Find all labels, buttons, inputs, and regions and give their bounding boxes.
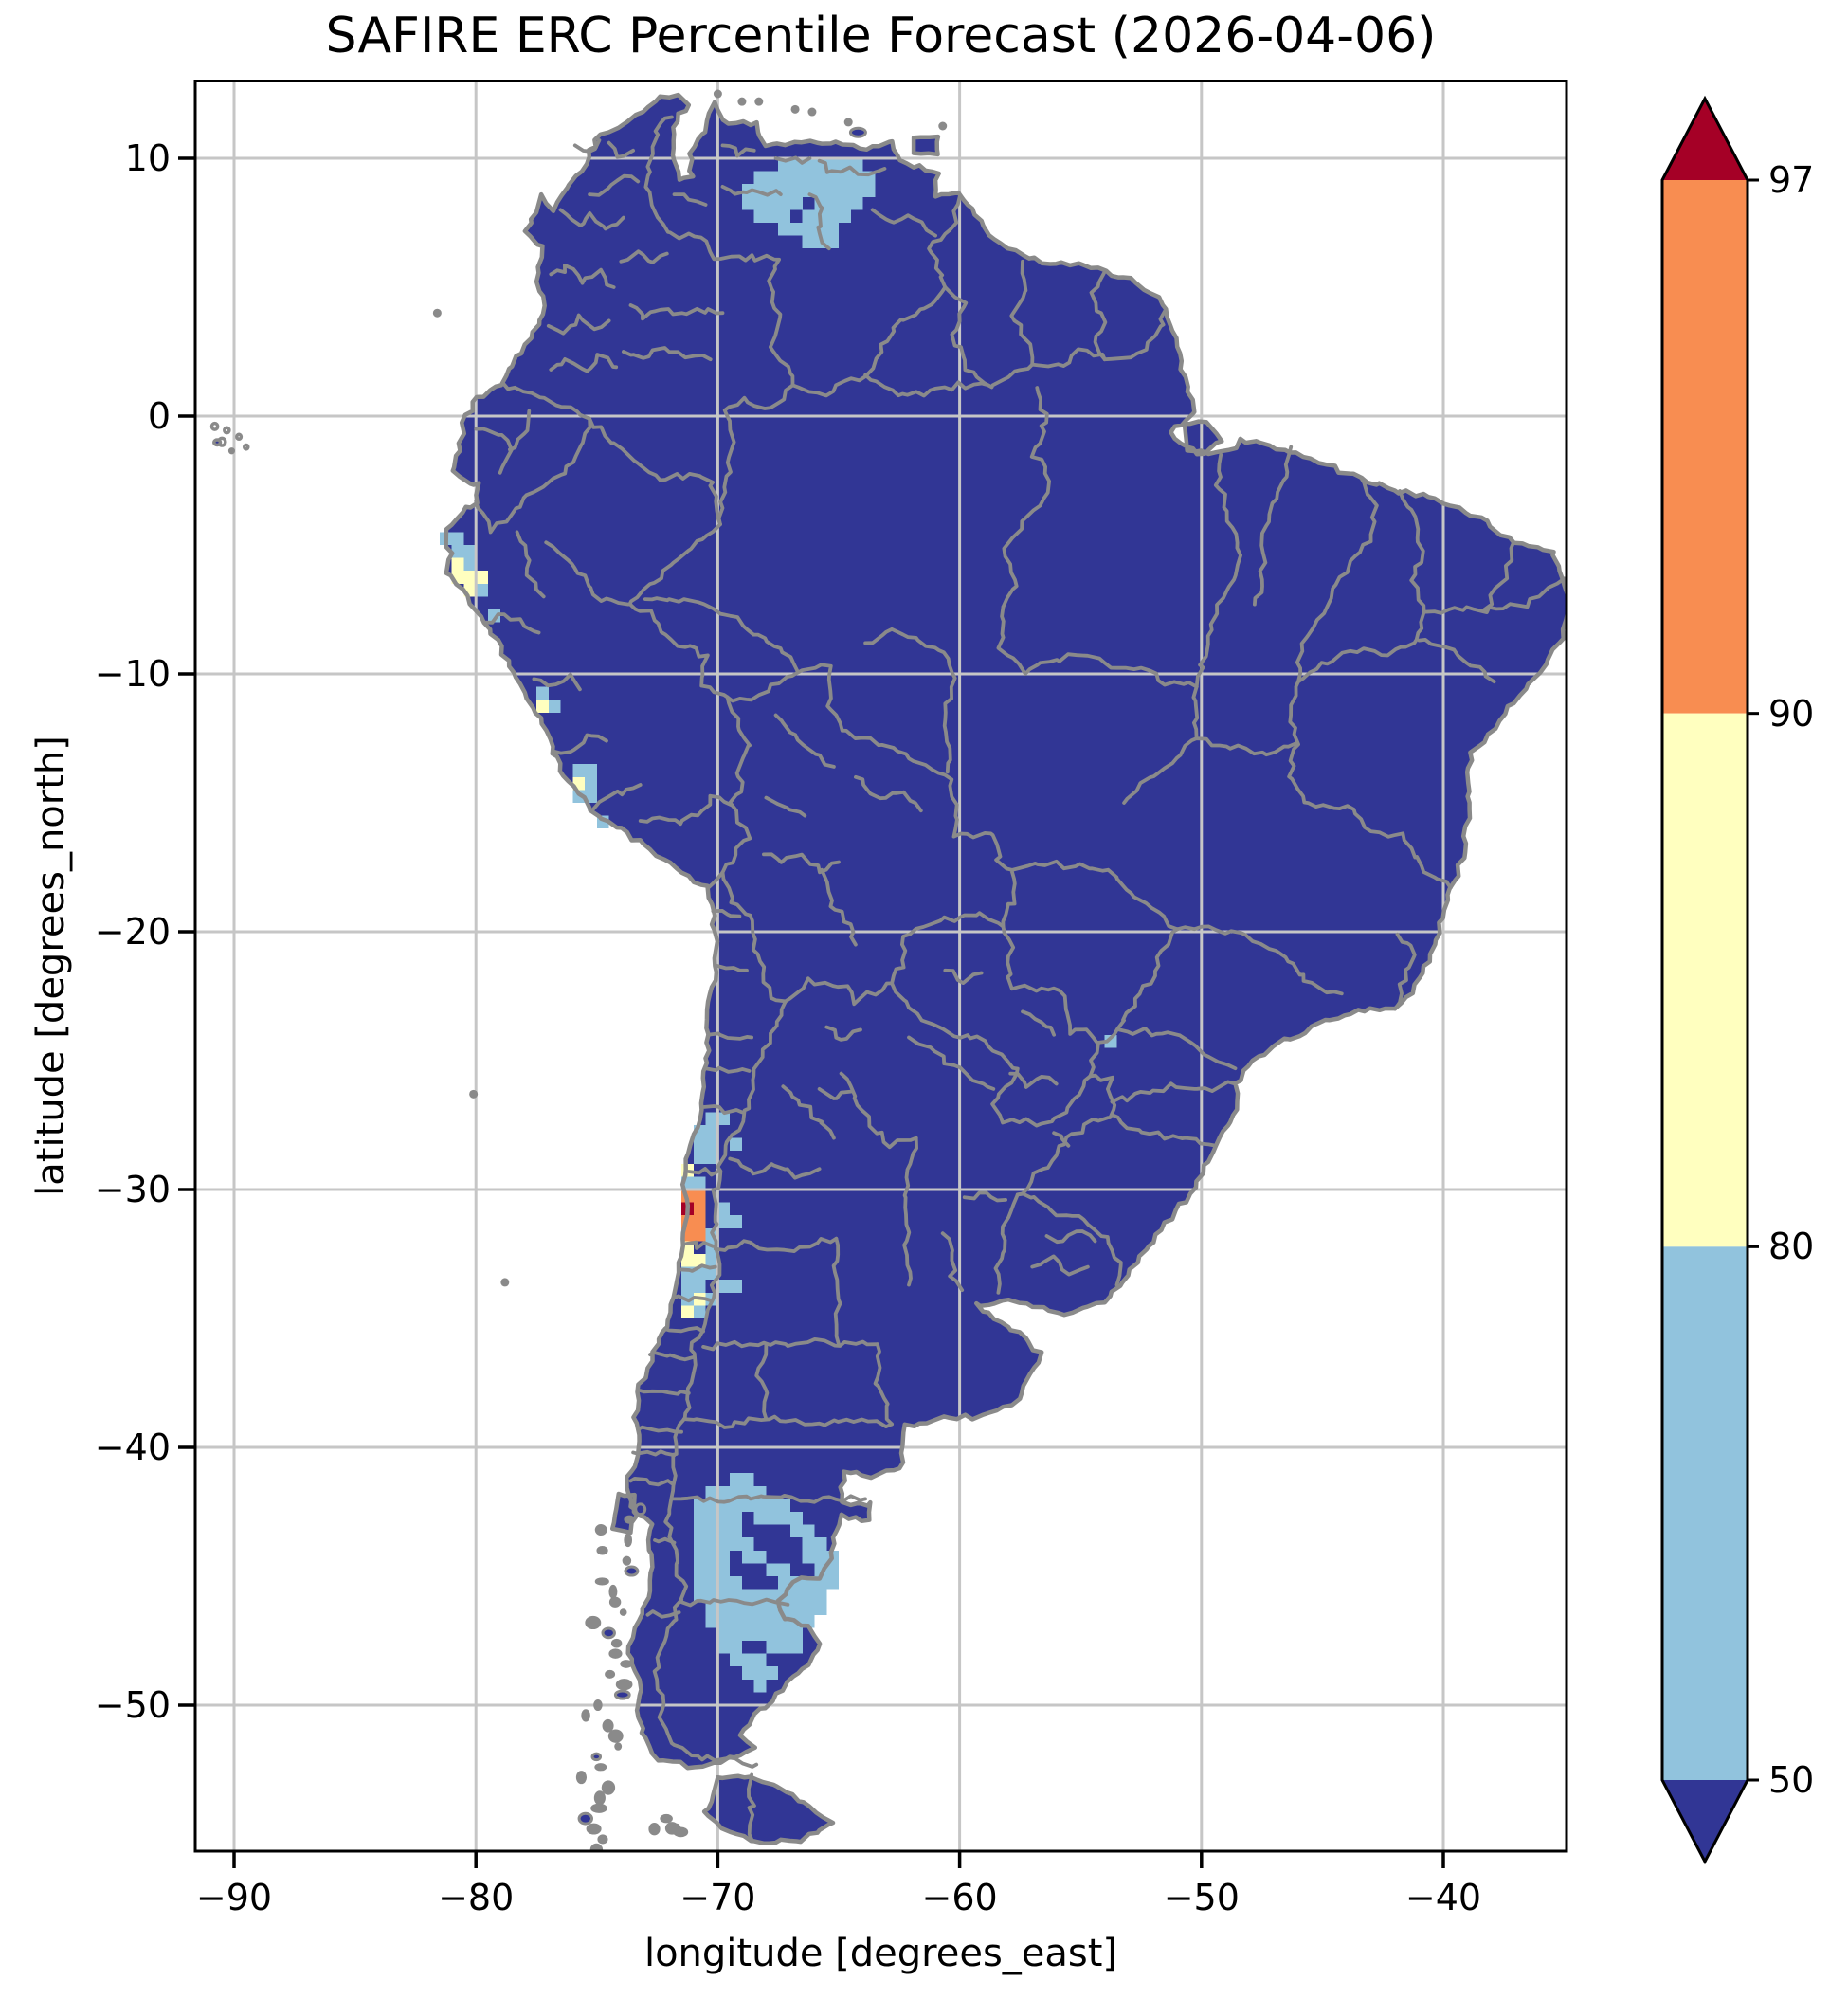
land-fill <box>914 136 938 154</box>
y-axis-label: latitude [degrees_north] <box>29 736 73 1196</box>
y-tick-label: −30 <box>94 1169 171 1210</box>
y-tick-label: 0 <box>147 395 171 437</box>
colorbar-tick-label: 80 <box>1768 1226 1815 1268</box>
x-tick-label: −60 <box>921 1877 998 1918</box>
y-tick-label: −50 <box>94 1684 171 1726</box>
map-layer <box>195 81 1567 1851</box>
colorbar-tick-label: 97 <box>1768 159 1815 201</box>
x-tick-label: −90 <box>195 1877 273 1918</box>
x-axis-label: longitude [degrees_east] <box>643 1932 1118 1975</box>
y-tick-label: −20 <box>94 911 171 953</box>
colorbar-tick-label: 50 <box>1768 1759 1815 1801</box>
percentile-cells <box>439 158 1117 1693</box>
colorbar-tick-label: 90 <box>1768 692 1815 735</box>
admin-borders <box>474 115 1567 1842</box>
gridlines <box>195 81 1567 1851</box>
land-fill <box>704 1775 833 1844</box>
chart-title: SAFIRE ERC Percentile Forecast (2026-04-… <box>325 8 1437 64</box>
x-tick-label: −70 <box>679 1877 756 1918</box>
islands <box>209 89 948 1851</box>
y-tick-label: −40 <box>94 1427 171 1468</box>
x-tick-label: −40 <box>1404 1877 1482 1918</box>
colorbar <box>1660 95 1759 1865</box>
y-tick-label: 10 <box>124 137 171 179</box>
x-tick-label: −50 <box>1163 1877 1240 1918</box>
x-tick-label: −80 <box>438 1877 515 1918</box>
axes <box>178 80 1568 1868</box>
y-tick-label: −10 <box>94 653 171 695</box>
